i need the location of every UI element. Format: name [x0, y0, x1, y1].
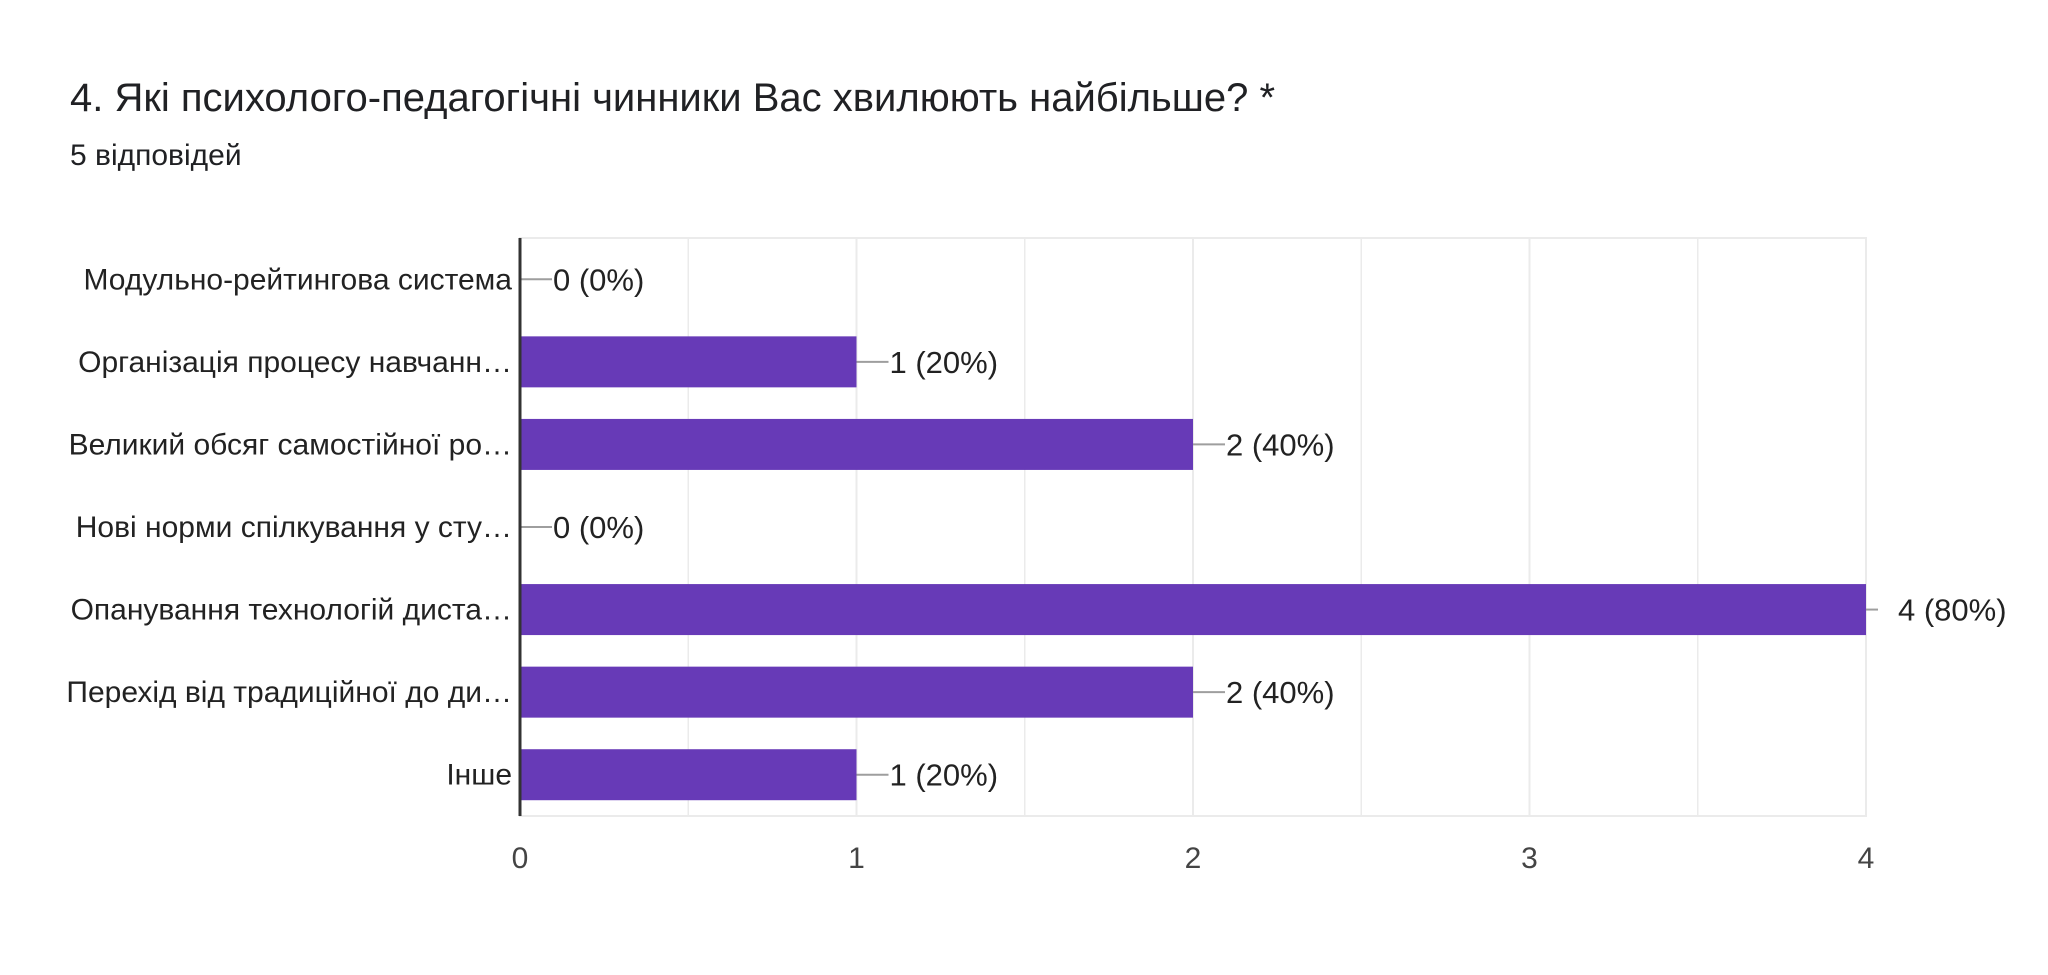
x-tick-label: 3: [1521, 842, 1538, 875]
bar: [520, 336, 857, 388]
data-label: 2 (40%): [1226, 427, 1335, 462]
bar: [520, 418, 1193, 470]
bar: [520, 666, 1193, 718]
data-label: 2 (40%): [1226, 675, 1335, 710]
x-tick-label: 0: [512, 842, 529, 875]
bar: [520, 584, 1866, 636]
category-label: Опанування технологій диста…: [71, 594, 512, 627]
data-label: 0 (0%): [553, 262, 644, 297]
x-tick-label: 1: [848, 842, 865, 875]
category-label: Інше: [446, 759, 512, 792]
category-label: Модульно-рейтингова система: [83, 263, 512, 296]
bar: [520, 749, 857, 801]
category-label: Перехід від традиційної до ди…: [66, 676, 512, 709]
data-label: 1 (20%): [890, 345, 999, 380]
x-tick-label: 2: [1185, 842, 1202, 875]
response-count: 5 відповідей: [70, 139, 242, 172]
question-title: 4. Які психолого-педагогічні чинники Вас…: [70, 76, 1276, 120]
category-label: Великий обсяг самостійної ро…: [69, 428, 512, 461]
data-label: 0 (0%): [553, 510, 644, 545]
category-label: Організація процесу навчанн…: [78, 346, 512, 379]
data-label: 1 (20%): [890, 758, 999, 793]
x-tick-label: 4: [1858, 842, 1875, 875]
category-label: Нові норми спілкування у сту…: [76, 511, 512, 544]
data-label: 4 (80%): [1898, 593, 2007, 628]
